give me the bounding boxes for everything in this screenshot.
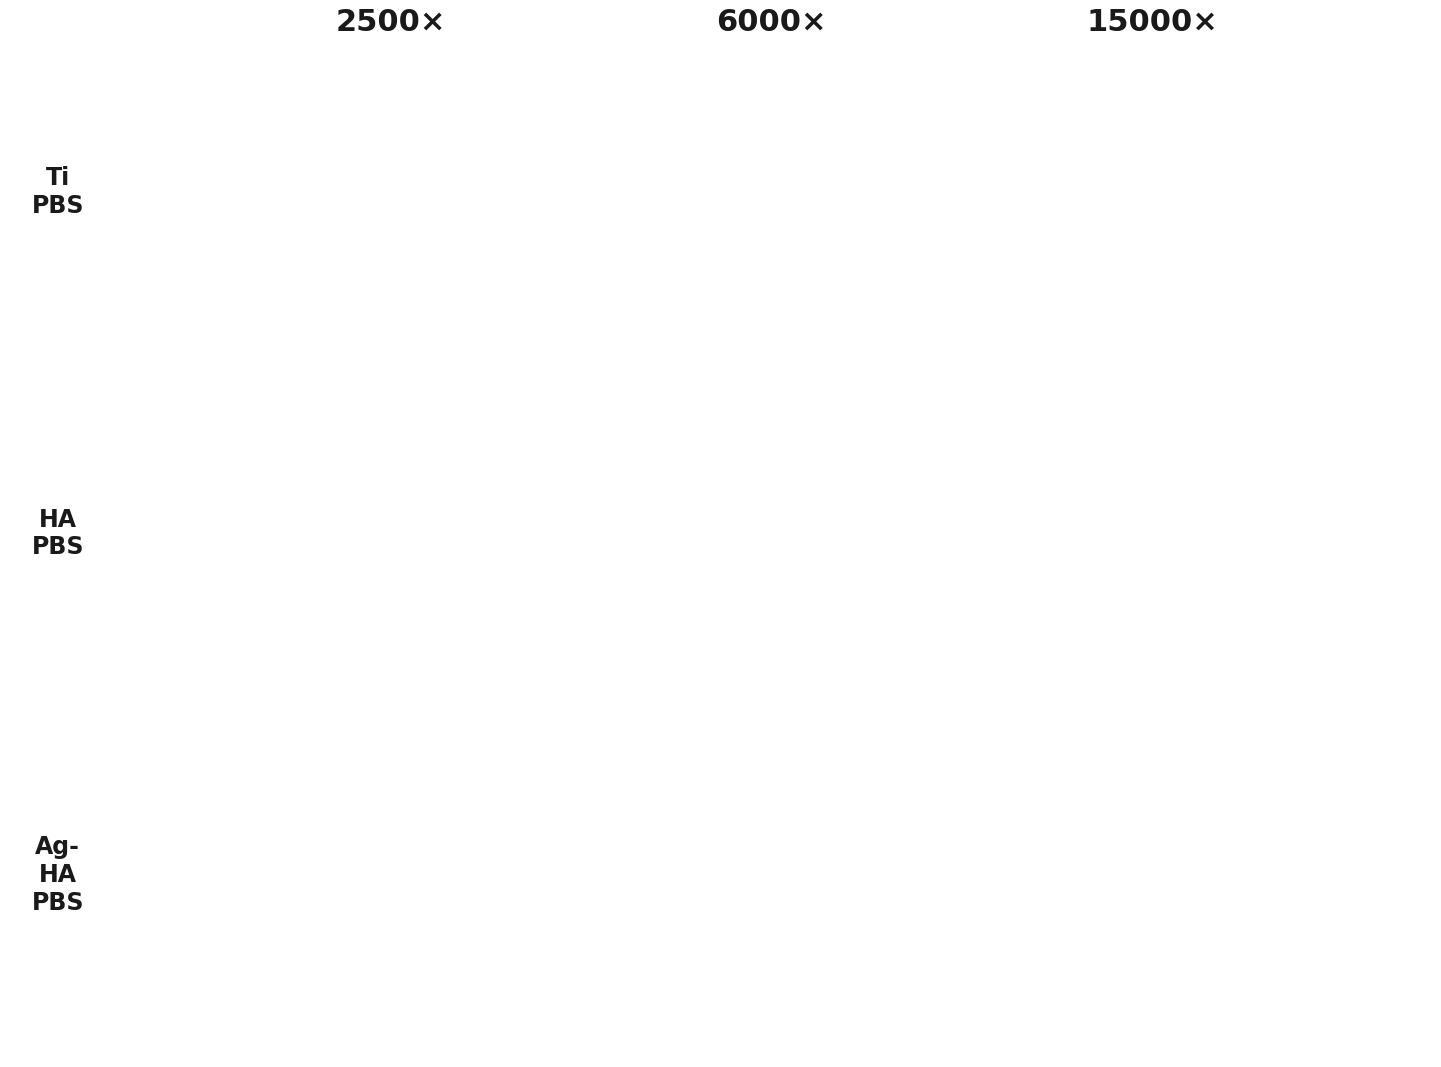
Text: HA
PBS: HA PBS (32, 508, 84, 559)
Text: 6000×: 6000× (716, 7, 826, 37)
Text: Ti
PBS: Ti PBS (32, 166, 84, 218)
Text: 2500×: 2500× (336, 7, 445, 37)
Text: Ag-
HA
PBS: Ag- HA PBS (32, 835, 84, 914)
Text: 15000×: 15000× (1087, 7, 1219, 37)
